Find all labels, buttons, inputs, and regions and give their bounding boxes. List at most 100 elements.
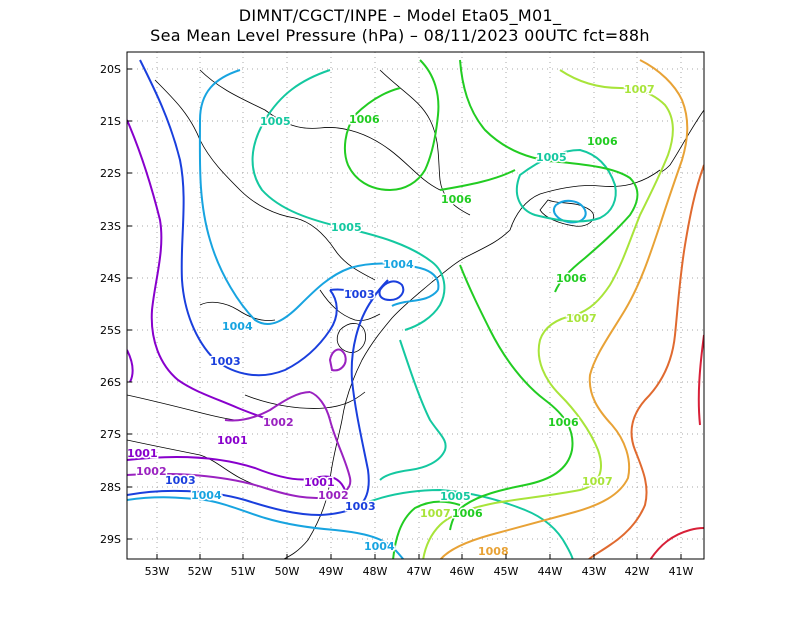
- lagoon: [336, 323, 366, 353]
- map-frame: [126, 51, 705, 560]
- isobar-label-1002: 1002: [263, 416, 294, 429]
- isobar-1004-c: [391, 289, 439, 307]
- longitude-label: 48W: [363, 565, 388, 578]
- longitude-label: 50W: [275, 565, 300, 578]
- longitude-label: 49W: [319, 565, 344, 578]
- isobar-1006-b: [459, 59, 639, 293]
- latitude-label: 21S: [100, 115, 121, 128]
- longitude-labels: 53W 52W 51W 50W 49W 48W 47W 46W 45W 44W 43W 42W 41W: [145, 565, 694, 578]
- isobar-1005-a: [251, 69, 446, 331]
- map-grid: [127, 52, 704, 559]
- axis-ticks: [127, 68, 682, 559]
- isobar-label-1003: 1003: [344, 288, 375, 301]
- isobar-label-1006: 1006: [349, 113, 380, 126]
- latitude-labels: 20S 21S 22S 23S 24S 25S 26S 27S 28S 29S: [100, 63, 121, 546]
- latitude-label: 27S: [100, 428, 121, 441]
- isobar-label-1007: 1007: [624, 83, 655, 96]
- isobar-label-1008: 1008: [478, 545, 509, 558]
- longitude-label: 43W: [582, 565, 607, 578]
- isobar-label-1003: 1003: [165, 474, 196, 487]
- isobar-1004-b: [127, 496, 405, 559]
- isobar-1006-c: [439, 169, 516, 191]
- longitude-label: 42W: [625, 565, 650, 578]
- isobar-1002-a: [127, 391, 352, 499]
- isobar-label-1002: 1002: [318, 489, 349, 502]
- isobar-1010-a: [697, 334, 704, 426]
- longitude-label: 44W: [538, 565, 563, 578]
- longitude-label: 41W: [669, 565, 694, 578]
- isobar-label-1007: 1007: [582, 475, 613, 488]
- isobar-1003-a: [139, 59, 338, 377]
- isobar-1001-b: [127, 119, 286, 426]
- isobar-label-1006: 1006: [587, 135, 618, 148]
- isobar-label-1001: 1001: [127, 447, 158, 460]
- latitude-label: 22S: [100, 167, 121, 180]
- isobar-label-1005: 1005: [260, 115, 291, 128]
- isobar-1002-b: [224, 391, 311, 422]
- isobar-label-1006: 1006: [556, 272, 587, 285]
- isobar-label-1005: 1005: [331, 221, 362, 234]
- isobar-1010-b: [649, 527, 704, 559]
- coastline: [283, 169, 661, 559]
- isobar-label-1004: 1004: [222, 320, 253, 333]
- isobar-label-1005: 1005: [440, 490, 471, 503]
- isobar-1004-d: [552, 199, 587, 224]
- isobar-1001-a: [127, 455, 346, 491]
- isobar-1004-a: [198, 69, 440, 325]
- isobar-1002-c: [328, 348, 347, 372]
- longitude-label: 45W: [494, 565, 519, 578]
- river-1: [199, 301, 276, 321]
- isobar-label-1004: 1004: [364, 540, 395, 553]
- latitude-label: 20S: [100, 63, 121, 76]
- isobar-label-1007: 1007: [566, 312, 597, 325]
- isobar-label-1005: 1005: [536, 151, 567, 164]
- chart-title: DIMNT/CGCT/INPE – Model Eta05_M01_: [238, 6, 562, 25]
- state-border-2: [199, 69, 441, 191]
- latitude-label: 29S: [100, 533, 121, 546]
- isobar-label-1006: 1006: [452, 507, 483, 520]
- latitude-label: 26S: [100, 376, 121, 389]
- isobar-1001-c: [127, 349, 134, 383]
- isobar-1006-a: [343, 59, 440, 192]
- isobar-labels: 1001100110011002100210021003100310031003…: [127, 82, 656, 560]
- isobar-label-1003: 1003: [345, 500, 376, 513]
- isobars: [127, 59, 704, 559]
- chart-subtitle: Sea Mean Level Pressure (hPa) – 08/11/20…: [150, 26, 650, 45]
- state-border-4: [319, 289, 381, 321]
- isobar-1009-a: [587, 164, 704, 559]
- isobar-label-1001: 1001: [217, 434, 248, 447]
- longitude-label: 51W: [231, 565, 256, 578]
- latitude-label: 25S: [100, 324, 121, 337]
- isobar-1006-e: [392, 500, 461, 559]
- state-border-3: [379, 69, 471, 216]
- isobar-1003-b: [127, 279, 389, 517]
- latitude-label: 24S: [100, 272, 121, 285]
- isobar-1008-a: [439, 59, 689, 559]
- latitude-label: 28S: [100, 481, 121, 494]
- isobar-label-1006: 1006: [441, 193, 472, 206]
- longitude-label: 53W: [145, 565, 170, 578]
- isobar-label-1001: 1001: [304, 476, 335, 489]
- isobar-1007-a: [559, 69, 674, 316]
- isobar-label-1007: 1007: [420, 507, 451, 520]
- isobar-1003-d: [378, 280, 405, 302]
- longitude-label: 52W: [188, 565, 213, 578]
- isobar-1006-d: [449, 264, 574, 531]
- isobar-1003-c: [329, 288, 373, 301]
- country-border-2: [127, 394, 236, 421]
- isobar-label-1004: 1004: [383, 258, 414, 271]
- isobar-1005-d: [359, 488, 574, 559]
- state-border-5: [244, 391, 366, 409]
- longitude-label: 47W: [407, 565, 432, 578]
- longitude-label: 46W: [450, 565, 475, 578]
- isobar-label-1004: 1004: [191, 489, 222, 502]
- state-border-1: [154, 79, 376, 281]
- isobar-1007-b: [422, 314, 602, 559]
- isobar-label-1002: 1002: [136, 465, 167, 478]
- isobar-label-1003: 1003: [210, 355, 241, 368]
- isobar-1005-b: [379, 339, 447, 481]
- isobar-label-1006: 1006: [548, 416, 579, 429]
- isobar-1005-c: [515, 148, 617, 223]
- latitude-label: 23S: [100, 220, 121, 233]
